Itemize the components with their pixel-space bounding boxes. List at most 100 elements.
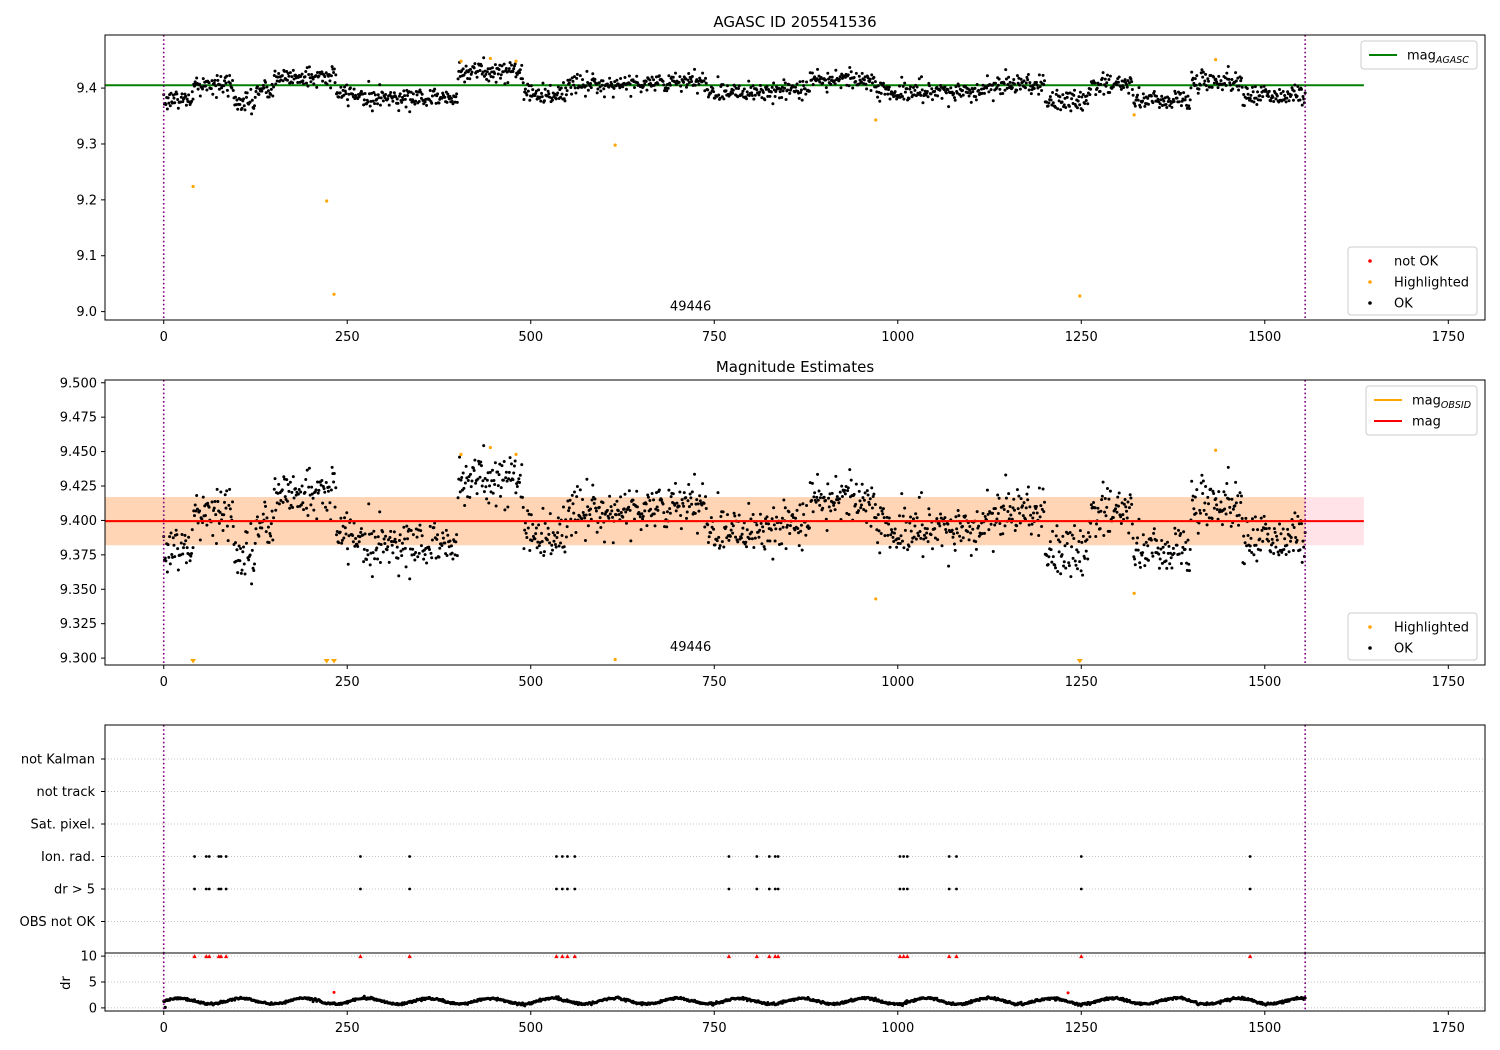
ok-point xyxy=(1269,550,1273,554)
ok-point xyxy=(648,78,652,82)
ok-point xyxy=(473,62,477,66)
ok-point xyxy=(271,538,275,542)
ok-point xyxy=(469,485,473,489)
ok-point xyxy=(629,94,633,98)
ok-point xyxy=(943,85,947,89)
ok-point xyxy=(584,84,588,88)
ok-point xyxy=(235,548,239,552)
ok-point xyxy=(1266,532,1270,536)
ok-point xyxy=(1126,79,1130,83)
ok-point xyxy=(679,527,683,531)
ok-point xyxy=(915,85,919,89)
ok-point xyxy=(971,90,975,94)
p2-frame xyxy=(104,379,1486,666)
ok-point xyxy=(761,525,765,529)
ok-point xyxy=(921,555,925,559)
ok-point xyxy=(1204,84,1208,88)
ok-point xyxy=(1012,78,1016,82)
ok-point xyxy=(1179,562,1183,566)
ok-point xyxy=(1012,82,1016,86)
panel2-title: Magnitude Estimates xyxy=(716,358,874,376)
ok-point xyxy=(398,92,402,96)
ok-point xyxy=(784,547,788,551)
ok-point xyxy=(494,80,498,84)
ok-point xyxy=(883,92,887,96)
ok-point xyxy=(299,75,303,79)
p1-xtick-label: 0 xyxy=(160,330,168,345)
ok-point xyxy=(558,522,562,526)
ok-point xyxy=(1261,95,1265,99)
ok-point xyxy=(458,455,462,459)
ok-point xyxy=(580,517,584,521)
ok-point xyxy=(366,100,370,104)
ok-point xyxy=(578,488,582,492)
ok-point xyxy=(408,110,412,114)
ok-point xyxy=(989,88,993,92)
ok-point xyxy=(914,512,918,516)
ok-point xyxy=(869,524,873,528)
ok-point xyxy=(1056,538,1060,542)
p2-legend-label: OK xyxy=(1394,642,1413,657)
ok-point xyxy=(1201,70,1205,74)
ok-point xyxy=(1264,522,1268,526)
ok-point xyxy=(1162,99,1166,103)
ok-point xyxy=(865,87,869,91)
ok-point xyxy=(330,465,334,469)
p1-ytick-label: 9.0 xyxy=(76,305,97,320)
ok-point xyxy=(663,89,667,93)
flag-point xyxy=(207,887,211,891)
ok-point xyxy=(1060,553,1064,557)
ok-point xyxy=(886,92,890,96)
ok-point xyxy=(560,533,564,537)
ok-point xyxy=(236,571,240,575)
ok-point xyxy=(574,91,578,95)
highlighted-point xyxy=(332,292,336,296)
ok-point xyxy=(1168,104,1172,108)
ok-point xyxy=(667,74,671,78)
flag-row-label: dr > 5 xyxy=(54,883,95,898)
ok-point xyxy=(523,521,527,525)
ok-point xyxy=(288,506,292,510)
dr-ytick-label: 5 xyxy=(89,976,97,991)
ok-point xyxy=(1207,79,1211,83)
ok-point xyxy=(1127,91,1131,95)
ok-point xyxy=(866,76,870,80)
ok-point xyxy=(669,495,673,499)
ok-point xyxy=(1099,82,1103,86)
ok-point xyxy=(312,82,316,86)
ok-point xyxy=(686,78,690,82)
ok-point xyxy=(618,86,622,90)
ok-point xyxy=(520,63,524,67)
ok-point xyxy=(703,525,707,529)
ok-point xyxy=(981,83,985,87)
ok-point xyxy=(763,547,767,551)
ok-point xyxy=(900,95,904,99)
flag-point xyxy=(955,855,958,858)
ok-point xyxy=(1303,91,1307,95)
ok-point xyxy=(225,74,229,78)
ok-point xyxy=(800,548,804,552)
ok-point xyxy=(956,509,960,513)
ok-point xyxy=(933,89,937,93)
ok-point xyxy=(181,552,185,556)
ok-point xyxy=(695,531,699,535)
ok-point xyxy=(1100,76,1104,80)
ok-point xyxy=(345,547,349,551)
ok-point xyxy=(242,562,246,566)
ok-point xyxy=(1294,536,1298,540)
ok-point xyxy=(328,79,332,83)
ok-point xyxy=(363,532,367,536)
ok-point xyxy=(838,490,842,494)
ok-point xyxy=(1165,106,1169,110)
ok-point xyxy=(860,482,864,486)
ok-point xyxy=(893,90,897,94)
ok-point xyxy=(411,533,415,537)
ok-point xyxy=(302,508,306,512)
ok-point xyxy=(870,73,874,77)
ok-point xyxy=(995,517,999,521)
dr-ytick-label: 10 xyxy=(80,950,97,965)
ok-point xyxy=(589,81,593,85)
ok-point xyxy=(665,83,669,87)
ok-point xyxy=(938,88,942,92)
ok-point xyxy=(333,505,337,509)
